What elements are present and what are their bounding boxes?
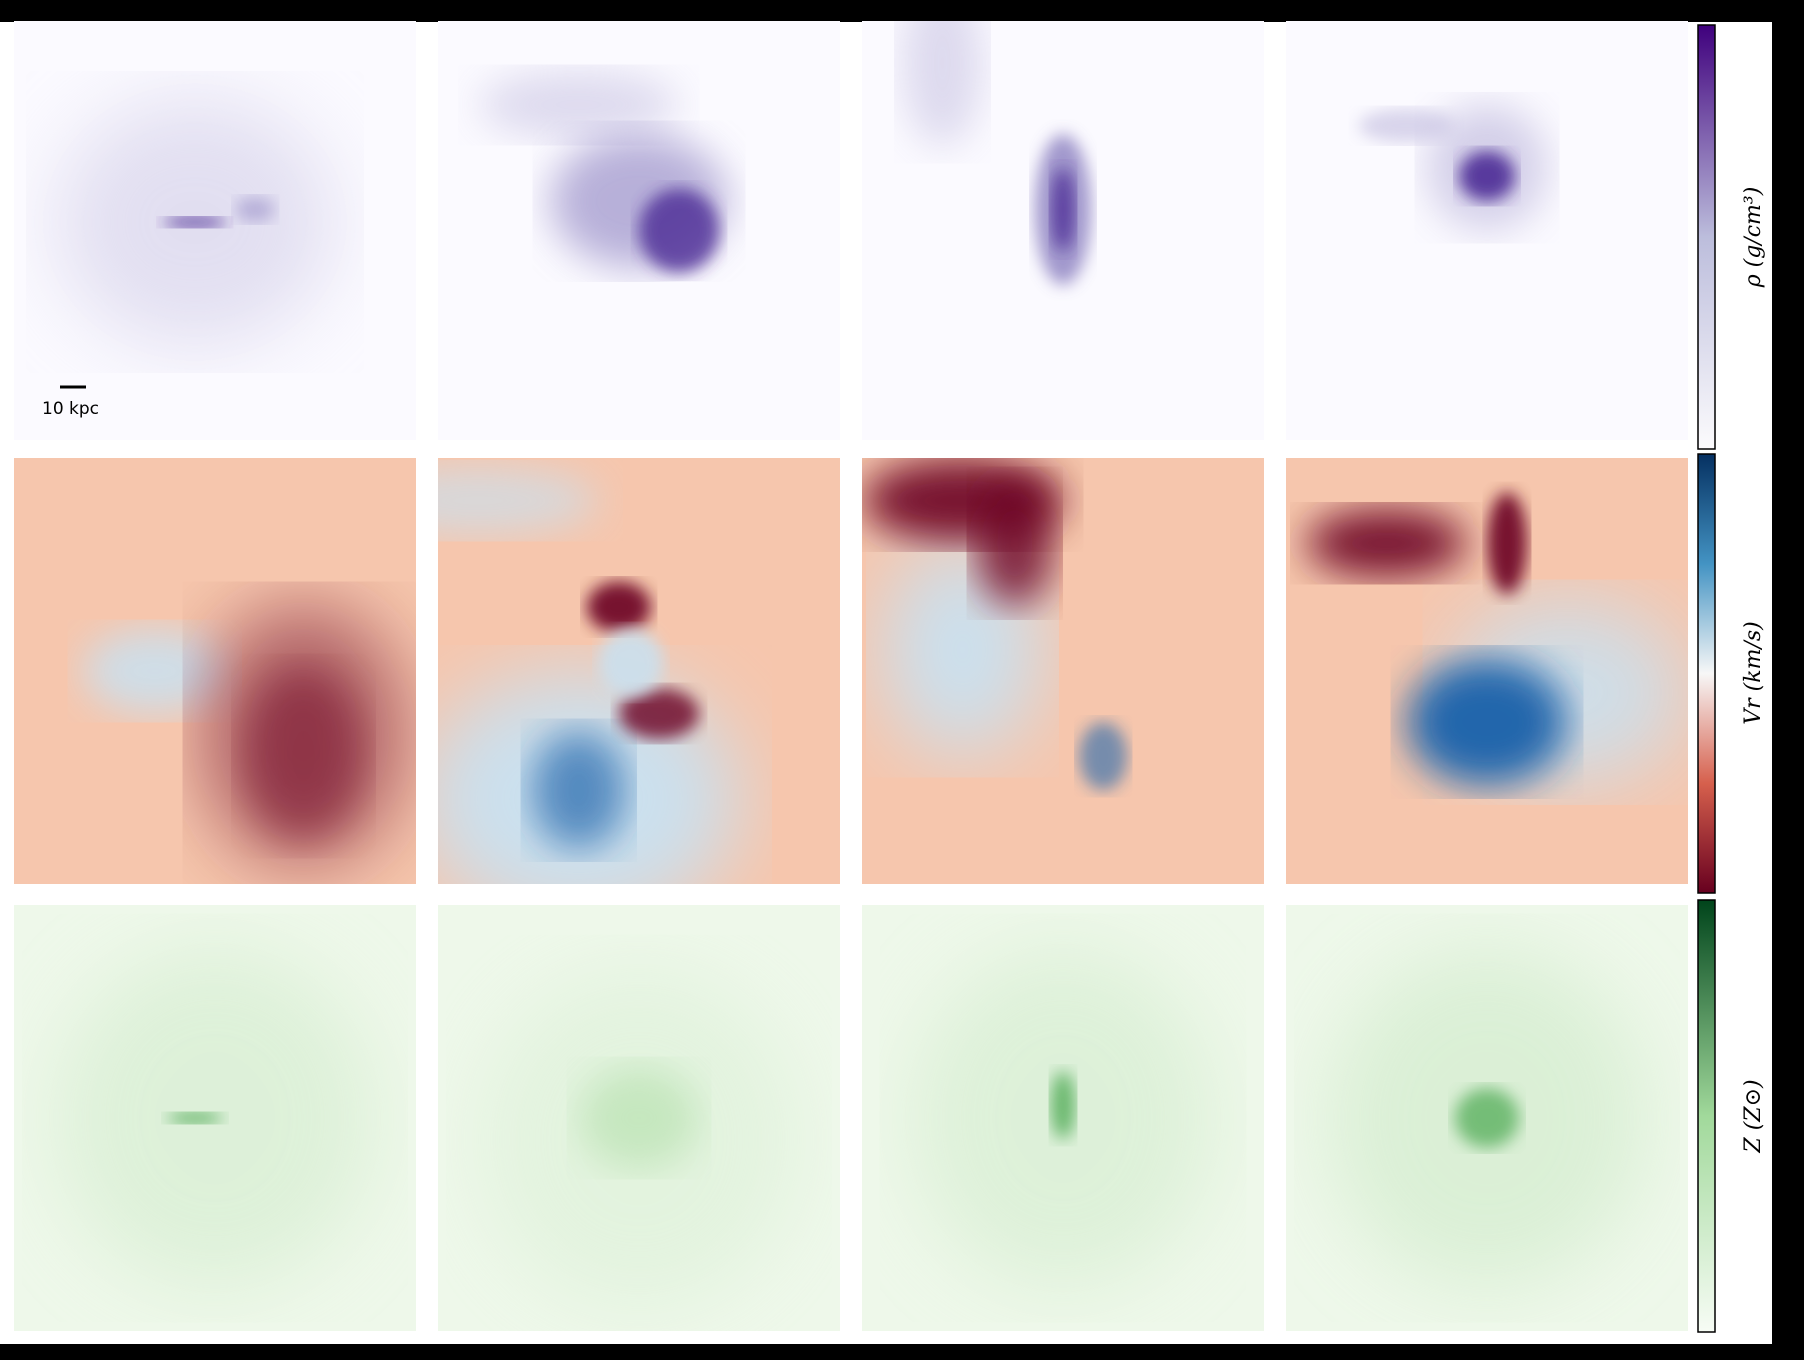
map-feature (579, 1067, 700, 1169)
page: 10 kpc ρ (g/cm³) Vr (km/s) Z (Z⊙) (() =>… (0, 0, 1804, 1360)
map-feature (163, 217, 227, 227)
map-panel (14, 458, 416, 884)
figure: 10 kpc ρ (g/cm³) Vr (km/s) Z (Z⊙) (0, 0, 1804, 1360)
map-panel (1286, 905, 1688, 1331)
map-feature (478, 71, 679, 138)
map-panel (438, 21, 840, 440)
map-panel (438, 905, 840, 1331)
map-feature (1051, 168, 1075, 252)
map-panel (1286, 21, 1688, 440)
map-feature (167, 1113, 223, 1123)
map-feature (530, 731, 626, 850)
map-feature (639, 189, 719, 273)
colorbar-label: ρ (g/cm³) (1741, 187, 1766, 289)
map-feature (82, 628, 227, 713)
map-panel (862, 0, 1264, 440)
map-feature (1051, 1071, 1075, 1139)
colorbar (1698, 454, 1715, 893)
map-feature (975, 479, 1055, 607)
colorbar (1698, 25, 1715, 449)
colorbar-label: Vr (km/s) (1741, 621, 1766, 724)
map-panel (862, 905, 1264, 1331)
map-feature (599, 628, 663, 696)
map-feature (1407, 658, 1568, 786)
colorbar-label: Z (Z⊙) (1741, 1079, 1766, 1153)
map-feature (1306, 509, 1467, 577)
map-panel (14, 905, 416, 1331)
map-feature (243, 671, 364, 841)
scale-bar-label: 10 kpc (42, 399, 99, 419)
map-feature (587, 582, 651, 633)
map-background (1286, 21, 1688, 440)
colorbar (1698, 900, 1715, 1332)
map-feature (1358, 109, 1454, 143)
map-panel (14, 21, 416, 440)
map-feature (1455, 1088, 1519, 1148)
map-feature (1459, 151, 1515, 201)
map-feature (1487, 492, 1527, 594)
map-panel (862, 458, 1264, 884)
map-feature (235, 197, 275, 222)
map-feature (1079, 722, 1127, 790)
map-panel (1286, 458, 1688, 884)
